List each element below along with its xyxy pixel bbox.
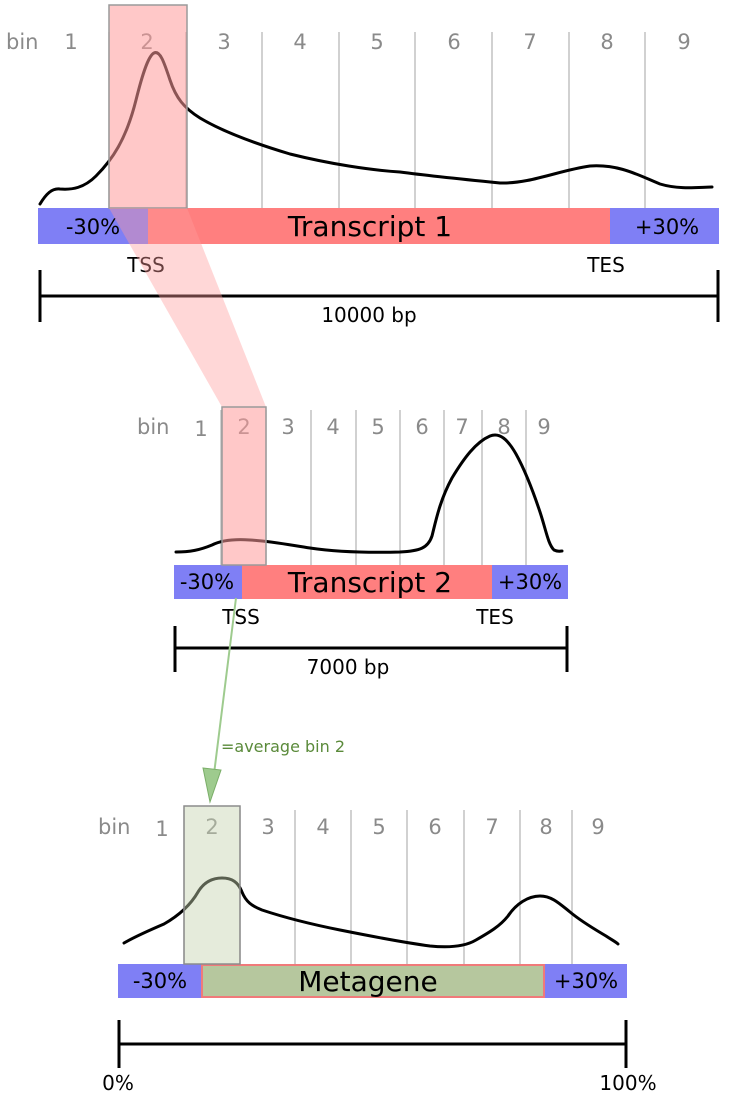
bin-label-8: 8 bbox=[600, 30, 613, 54]
average-note: =average bin 2 bbox=[221, 737, 345, 756]
bin-label-9: 9 bbox=[591, 815, 604, 839]
bin-label-8: 8 bbox=[497, 415, 510, 439]
tes-label-2: TES bbox=[475, 605, 514, 629]
upstream-flank-2 bbox=[174, 565, 242, 599]
bin-label-7: 7 bbox=[523, 30, 536, 54]
scale-start-label: 0% bbox=[102, 1071, 134, 1095]
upstream-label-2: -30% bbox=[180, 570, 234, 594]
downstream-label-3: +30% bbox=[554, 969, 618, 993]
tss-label-2: TSS bbox=[221, 605, 260, 629]
bin-label-7: 7 bbox=[455, 415, 468, 439]
bin-label-5: 5 bbox=[372, 815, 385, 839]
metagene-body bbox=[201, 964, 545, 998]
panel-metagene: bin 1 2 3 4 5 6 7 8 9 -30% Metagene +30% bbox=[98, 805, 657, 1095]
bin-label-9: 9 bbox=[537, 415, 550, 439]
transcript-body-1 bbox=[148, 208, 610, 244]
scale-end-label: 100% bbox=[599, 1071, 656, 1095]
panel-transcript-1: bin 1 2 3 4 5 6 7 8 9 -30% Transcript 1 … bbox=[6, 4, 720, 327]
bin-label-4: 4 bbox=[326, 415, 339, 439]
feature-bar-3: -30% Metagene +30% bbox=[118, 964, 627, 998]
length-label-2: 7000 bp bbox=[307, 655, 390, 679]
metagene-label: Metagene bbox=[298, 965, 438, 998]
bin-label-4: 4 bbox=[316, 815, 329, 839]
coverage-profile-1 bbox=[38, 51, 714, 206]
feature-bar-2: -30% Transcript 2 +30% bbox=[174, 565, 568, 599]
bin-word-2: bin bbox=[137, 415, 169, 439]
bin-labels-3: 1 2 3 4 5 6 7 8 9 bbox=[155, 815, 604, 841]
bin-label-8: 8 bbox=[539, 815, 552, 839]
upstream-label-1: -30% bbox=[66, 215, 120, 239]
upstream-label-3: -30% bbox=[133, 969, 187, 993]
bin-label-7: 7 bbox=[485, 815, 498, 839]
highlight-bin-2-panel-1 bbox=[108, 4, 188, 209]
tss-label-1: TSS bbox=[126, 253, 165, 277]
scale-bar-2 bbox=[173, 626, 569, 672]
bin-label-3: 3 bbox=[217, 30, 230, 54]
transcript-label-1: Transcript 1 bbox=[287, 210, 452, 243]
zoom-connector bbox=[109, 208, 266, 407]
downstream-label-2: +30% bbox=[498, 570, 562, 594]
tes-label-1: TES bbox=[586, 253, 625, 277]
bin-label-5: 5 bbox=[371, 415, 384, 439]
bin-label-3: 3 bbox=[261, 815, 274, 839]
downstream-label-1: +30% bbox=[635, 215, 699, 239]
bin-word-3: bin bbox=[98, 815, 130, 839]
upstream-flank-1 bbox=[38, 208, 148, 244]
downstream-flank-2 bbox=[492, 565, 568, 599]
bin-label-2: 2 bbox=[205, 815, 218, 839]
bin-word-1: bin bbox=[6, 30, 38, 54]
downstream-flank-3 bbox=[545, 964, 627, 998]
bin-label-4: 4 bbox=[293, 30, 306, 54]
bin-label-1: 1 bbox=[194, 417, 207, 441]
highlight-bin-2-panel-2 bbox=[221, 406, 267, 566]
panel-transcript-2: bin 1 2 3 4 5 6 7 8 9 -30% Transcript 2 … bbox=[137, 406, 569, 679]
downstream-flank-1 bbox=[610, 208, 719, 244]
bin-label-1: 1 bbox=[64, 30, 77, 54]
scale-bar-1 bbox=[38, 270, 720, 322]
bin-label-9: 9 bbox=[677, 30, 690, 54]
average-arrow bbox=[202, 597, 237, 804]
transcript-label-2: Transcript 2 bbox=[287, 566, 452, 599]
transcript-body-2 bbox=[242, 565, 492, 599]
arrow-head-icon bbox=[202, 767, 222, 804]
bin-label-3: 3 bbox=[281, 415, 294, 439]
metagene-profile bbox=[122, 876, 620, 949]
bin-label-5: 5 bbox=[370, 30, 383, 54]
scale-bar-3 bbox=[117, 1020, 628, 1068]
bin-label-6: 6 bbox=[415, 415, 428, 439]
bin-label-6: 6 bbox=[447, 30, 460, 54]
average-arrow-line bbox=[211, 597, 237, 791]
length-label-1: 10000 bp bbox=[321, 303, 416, 327]
bin-gridlines-1 bbox=[108, 32, 646, 208]
feature-bar-1: -30% Transcript 1 +30% bbox=[38, 208, 719, 244]
highlight-bin-2-metagene bbox=[183, 805, 241, 965]
bin-label-6: 6 bbox=[428, 815, 441, 839]
upstream-flank-3 bbox=[118, 964, 202, 998]
bin-label-1: 1 bbox=[155, 817, 168, 841]
